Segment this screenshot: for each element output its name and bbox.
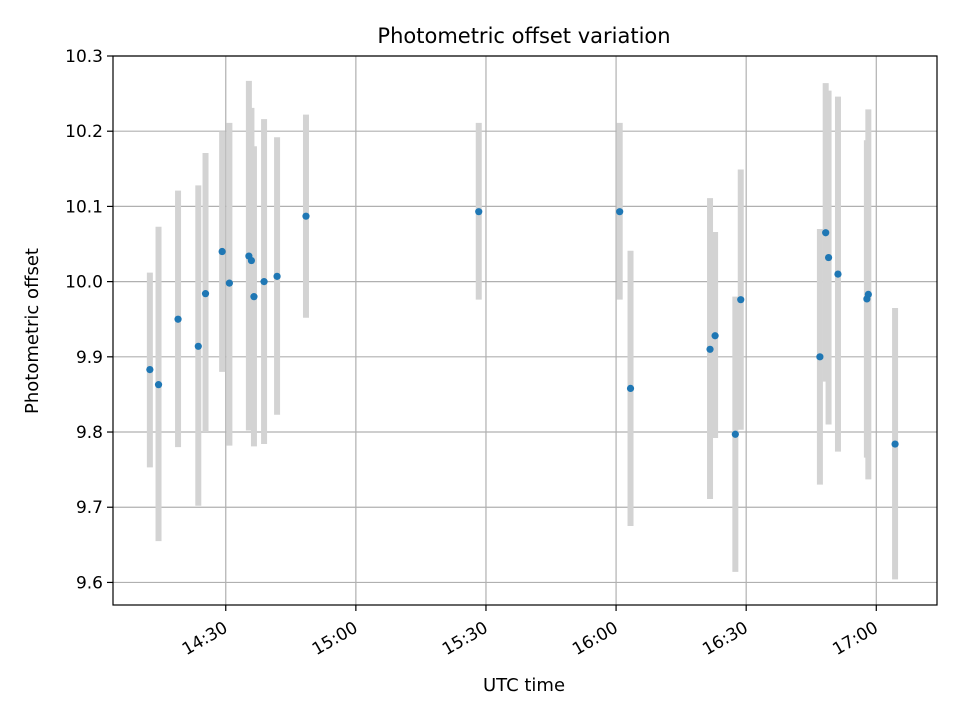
data-point — [864, 290, 872, 299]
data-point — [824, 253, 833, 262]
data-point — [194, 342, 202, 350]
y-tick-label: 10.3 — [65, 47, 103, 67]
data-point — [626, 384, 635, 393]
x-tick-label: 14:30 — [179, 618, 231, 660]
y-tick-label: 10.0 — [65, 273, 103, 293]
y-tick-label: 10.1 — [65, 197, 103, 217]
x-tick-label: 16:30 — [699, 618, 751, 660]
data-point — [154, 381, 163, 389]
data-point — [822, 229, 830, 237]
data-point — [201, 290, 210, 298]
grid-lines — [113, 55, 937, 605]
data-point — [302, 212, 310, 220]
y-tick-label: 9.7 — [76, 498, 103, 518]
x-tick-label: 15:00 — [309, 618, 361, 660]
x-tick-label: 15:30 — [439, 618, 491, 660]
data-point — [834, 270, 842, 278]
data-point — [475, 208, 483, 216]
data-point — [260, 278, 268, 286]
y-tick-label: 9.8 — [76, 423, 103, 443]
data-point — [247, 256, 256, 265]
data-point — [737, 296, 745, 304]
data-points — [146, 208, 899, 448]
x-axis-label: UTC time — [483, 675, 565, 696]
x-tick-label: 17:00 — [829, 618, 881, 660]
data-point — [174, 315, 182, 323]
data-point — [225, 279, 233, 287]
data-point — [731, 430, 739, 438]
data-point — [816, 353, 824, 361]
x-tick-label: 16:00 — [569, 618, 621, 660]
data-point — [218, 247, 226, 256]
y-tick-label: 10.2 — [65, 122, 103, 142]
x-axis-ticks: 14:30 15:00 15:30 16:00 16:30 17:00 — [179, 605, 882, 660]
data-point — [616, 208, 624, 216]
data-point — [706, 345, 714, 353]
data-point — [891, 440, 899, 448]
data-point — [146, 366, 154, 374]
chart-title: Photometric offset variation — [377, 24, 670, 48]
data-point — [250, 293, 258, 301]
error-bars — [146, 80, 899, 580]
y-axis-ticks: 9.6 9.7 9.8 9.9 10.0 10.1 10.2 10.3 — [65, 47, 113, 593]
y-tick-label: 9.6 — [76, 573, 103, 593]
y-tick-label: 9.9 — [76, 348, 103, 368]
data-point — [711, 332, 719, 340]
y-axis-label: Photometric offset — [22, 248, 43, 414]
data-point — [273, 272, 281, 280]
plot-frame — [112, 55, 938, 606]
